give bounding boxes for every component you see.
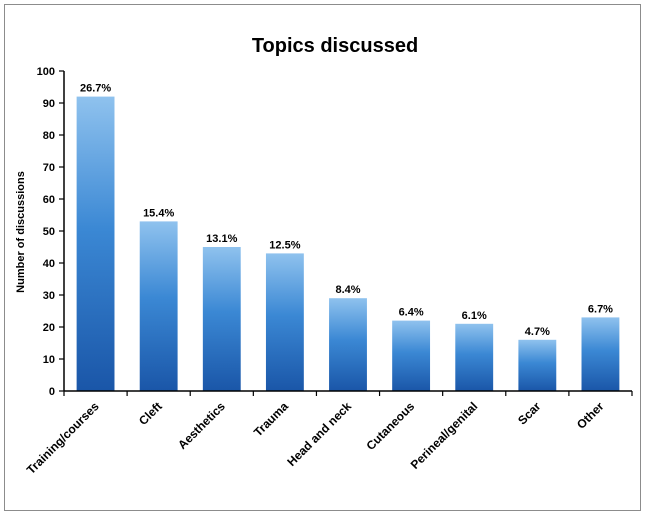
bars-group [76, 96, 620, 391]
y-tick-label: 40 [43, 258, 55, 270]
bar [329, 298, 367, 391]
y-tick-label: 80 [43, 130, 55, 142]
bar [392, 320, 431, 391]
x-axis-labels: Training/courses Cleft Aesthetics TraumaHea… [24, 391, 633, 477]
bar-data-label: 13.1% [206, 233, 237, 245]
x-category-label: Cutaneous [363, 399, 417, 453]
bar [76, 96, 115, 391]
x-category-label: Cleft [136, 399, 165, 428]
bar [265, 253, 304, 391]
y-tick-label: 20 [43, 322, 55, 334]
x-category-label: Perineal/genital [408, 399, 481, 472]
bar-data-label: 4.7% [525, 326, 550, 338]
x-category-label: Aesthetics [175, 399, 228, 452]
x-category-label: Training/courses [24, 399, 102, 477]
y-tick-label: 10 [43, 354, 55, 366]
x-category-label: Head and neck [284, 399, 354, 469]
y-tick-label: 30 [43, 290, 55, 302]
chart-title: Topics discussed [252, 35, 418, 57]
y-tick-label: 70 [43, 162, 55, 174]
bar-data-label: 6.7% [588, 303, 613, 315]
bar [455, 323, 494, 391]
bar-data-label: 26.7% [80, 83, 111, 95]
bar-data-label: 6.1% [462, 310, 487, 322]
bar-data-label: 8.4% [335, 284, 360, 296]
bar-data-label: 12.5% [269, 239, 300, 251]
x-category-label: Trauma [251, 399, 291, 439]
bar [202, 247, 241, 391]
y-axis-ticks: 0 10 20 30 40 50 60 70 80 90 100 [37, 66, 64, 398]
bar-data-label: 15.4% [143, 207, 174, 219]
x-category-label: Other [574, 399, 607, 432]
y-tick-label: 0 [49, 386, 55, 398]
data-labels-group: 26.7% 15.4% 13.1% 12.5% 8.4% 6.4% 6.1% 4.7% 6.7% [80, 83, 613, 338]
bar [139, 221, 178, 391]
y-tick-label: 100 [37, 66, 55, 78]
y-tick-label: 90 [43, 98, 55, 110]
bar [518, 339, 557, 391]
y-tick-label: 60 [43, 194, 55, 206]
bar [581, 317, 620, 391]
bar-data-label: 6.4% [399, 307, 424, 319]
y-axis-title: Number of discussions [15, 171, 27, 293]
y-tick-label: 50 [43, 226, 55, 238]
x-category-label: Scar [515, 399, 544, 428]
